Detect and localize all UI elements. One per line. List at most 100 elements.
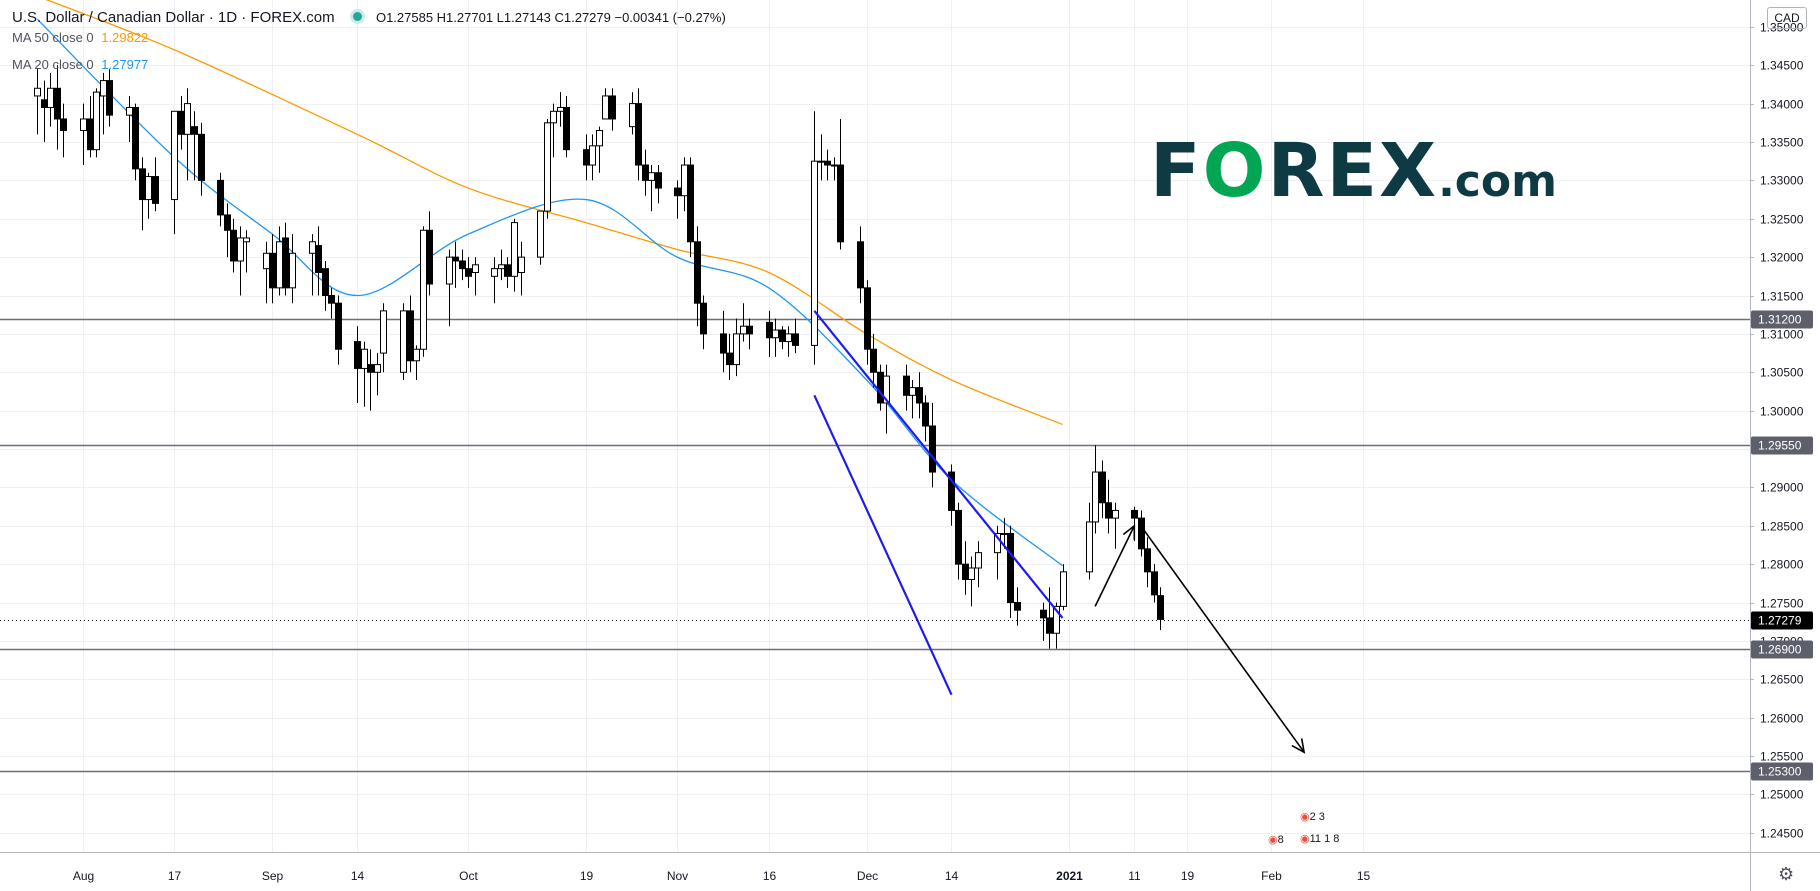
candle[interactable] <box>955 502 962 580</box>
candle[interactable] <box>47 72 54 127</box>
candle[interactable] <box>282 222 289 296</box>
candle[interactable] <box>1112 502 1119 549</box>
candle[interactable] <box>100 72 107 135</box>
candle[interactable] <box>1105 479 1112 534</box>
candle[interactable] <box>1092 445 1099 534</box>
candle[interactable] <box>491 257 498 304</box>
candle[interactable] <box>740 303 747 342</box>
settings-gear-icon[interactable]: ⚙ <box>1778 864 1795 884</box>
candle[interactable] <box>824 149 831 181</box>
drawings[interactable] <box>813 310 1306 754</box>
candle[interactable] <box>994 525 1001 580</box>
candle[interactable] <box>903 364 910 411</box>
candle[interactable] <box>498 249 505 281</box>
candle[interactable] <box>413 345 420 380</box>
candle[interactable] <box>459 249 466 281</box>
arrow-line[interactable] <box>1140 525 1305 753</box>
candle[interactable] <box>380 303 387 373</box>
candle[interactable] <box>733 318 740 377</box>
event-marker-us[interactable]: ◉8 <box>1268 833 1284 846</box>
candle[interactable] <box>609 88 616 131</box>
arrow-line[interactable] <box>1094 525 1136 607</box>
candle[interactable] <box>864 280 871 365</box>
candle[interactable] <box>198 122 205 196</box>
candle[interactable] <box>518 241 525 296</box>
candle[interactable] <box>335 295 342 365</box>
candle[interactable] <box>831 157 838 181</box>
candle[interactable] <box>184 88 191 181</box>
candle[interactable] <box>191 111 198 181</box>
symbol-title[interactable]: U.S. Dollar / Canadian Dollar · 1D · FOR… <box>12 9 335 26</box>
candle[interactable] <box>766 310 773 357</box>
candle[interactable] <box>152 157 159 212</box>
candle[interactable] <box>446 249 453 327</box>
event-marker-us-ca[interactable]: ◉11 1 8 <box>1300 832 1339 845</box>
candle[interactable] <box>504 257 511 288</box>
candle[interactable] <box>779 326 786 350</box>
candle[interactable] <box>922 395 929 442</box>
candle[interactable] <box>93 88 100 158</box>
candle[interactable] <box>968 556 975 607</box>
symbol-legend[interactable]: U.S. Dollar / Canadian Dollar · 1D · FOR… <box>12 9 726 26</box>
candle[interactable] <box>1014 587 1021 626</box>
candle[interactable] <box>315 226 322 296</box>
candle[interactable] <box>537 210 544 265</box>
candles[interactable] <box>34 65 1164 649</box>
candle[interactable] <box>929 402 936 488</box>
candle[interactable] <box>1099 460 1106 519</box>
candle[interactable] <box>126 95 133 142</box>
candle[interactable] <box>811 111 818 365</box>
candle[interactable] <box>642 149 649 196</box>
candle[interactable] <box>563 95 570 158</box>
candle[interactable] <box>1138 510 1145 557</box>
candle[interactable] <box>975 541 982 588</box>
candle[interactable] <box>237 226 244 296</box>
candle[interactable] <box>962 541 969 595</box>
trendline[interactable] <box>813 394 953 696</box>
candle[interactable] <box>857 226 864 304</box>
candle[interactable] <box>361 341 368 407</box>
candle[interactable] <box>217 172 224 227</box>
candle[interactable] <box>596 126 603 173</box>
candle[interactable] <box>818 134 825 181</box>
trendline[interactable] <box>813 310 1064 619</box>
ma20-legend[interactable]: MA 20 close 0 1.27977 <box>12 57 148 72</box>
candle[interactable] <box>269 234 276 304</box>
currency-button[interactable]: CAD <box>1767 7 1807 29</box>
candle[interactable] <box>629 92 636 135</box>
candle[interactable] <box>583 134 590 181</box>
candle[interactable] <box>472 257 479 296</box>
candle[interactable] <box>87 95 94 158</box>
candle[interactable] <box>276 226 283 296</box>
candle[interactable] <box>837 118 844 250</box>
candle[interactable] <box>1144 537 1151 588</box>
candle[interactable] <box>877 364 884 411</box>
candle[interactable] <box>589 134 596 181</box>
candle[interactable] <box>289 234 296 304</box>
candle[interactable] <box>41 80 48 142</box>
time-axis[interactable]: Aug 17 Sep 14 Oct 19 Nov 16 Dec 14 2021 11 19 Feb 15 <box>0 852 1820 884</box>
candle[interactable] <box>655 165 662 204</box>
candle[interactable] <box>243 230 250 273</box>
candle[interactable] <box>465 257 472 288</box>
price-axis[interactable]: 1.35000 1.34500 1.34000 1.33500 1.33000 1.325… <box>1750 0 1820 891</box>
candle[interactable] <box>681 157 688 212</box>
candle[interactable] <box>720 310 727 373</box>
candle[interactable] <box>367 349 374 411</box>
candle[interactable] <box>224 203 231 258</box>
candle[interactable] <box>694 226 701 327</box>
candle[interactable] <box>322 260 329 311</box>
candle[interactable] <box>1040 602 1047 641</box>
candle[interactable] <box>948 464 955 526</box>
candle[interactable] <box>635 88 642 181</box>
candle[interactable] <box>1151 564 1158 603</box>
candle[interactable] <box>407 295 414 373</box>
candle[interactable] <box>54 65 61 150</box>
candle[interactable] <box>648 165 655 212</box>
candle[interactable] <box>420 226 427 357</box>
candle[interactable] <box>550 103 557 158</box>
candle[interactable] <box>106 69 113 127</box>
candle[interactable] <box>1060 564 1067 611</box>
candle[interactable] <box>132 103 139 181</box>
